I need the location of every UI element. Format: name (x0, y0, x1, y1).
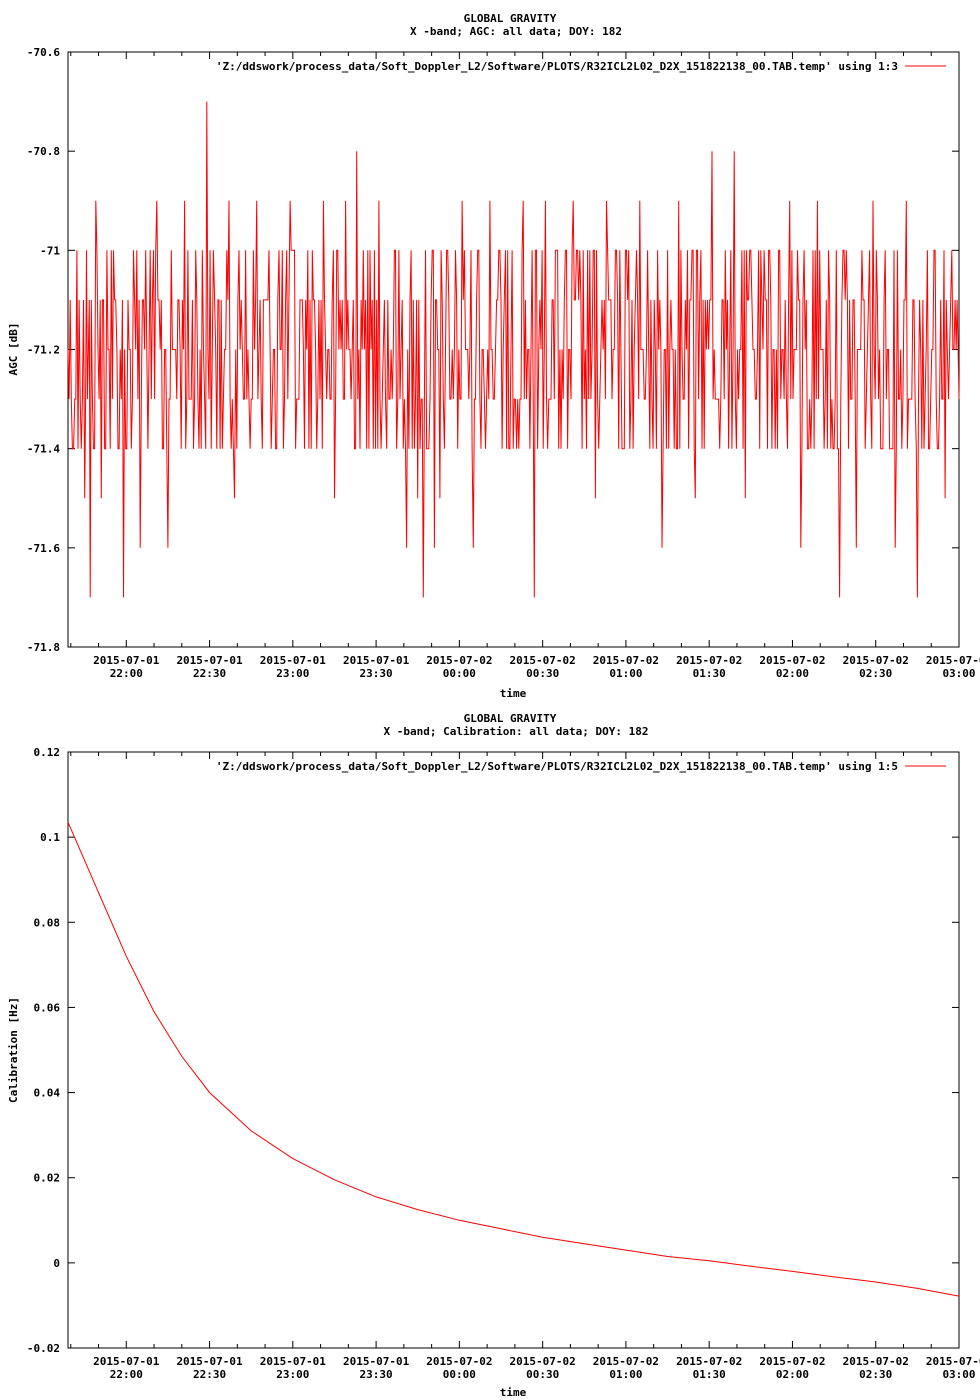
agc-y-tick-label: -70.6 (27, 46, 60, 59)
calibration-y-tick-label: 0.02 (34, 1172, 61, 1185)
calibration-x-tick-date: 2015-07-01 (176, 1355, 243, 1368)
agc-x-tick-date: 2015-07-02 (843, 654, 909, 667)
calibration-x-tick-time: 02:30 (859, 1368, 892, 1381)
agc-x-tick-date: 2015-07-02 (593, 654, 659, 667)
agc-x-tick-date: 2015-07-01 (93, 654, 160, 667)
agc-x-tick-date: 2015-07-02 (676, 654, 742, 667)
agc-y-axis-label: AGC [dB] (7, 323, 20, 376)
agc-x-tick-time: 23:30 (360, 667, 393, 680)
calibration-x-tick-time: 01:00 (609, 1368, 642, 1381)
calibration-x-tick-time: 00:00 (443, 1368, 476, 1381)
calibration-y-tick-label: 0.06 (34, 1001, 61, 1014)
calibration-x-tick-date: 2015-07-02 (593, 1355, 659, 1368)
agc-legend-label: 'Z:/ddswork/process_data/Soft_Doppler_L2… (216, 60, 898, 73)
calibration-x-tick-date: 2015-07-01 (260, 1355, 327, 1368)
calibration-plot-frame (67, 751, 960, 1349)
agc-y-tick-label: -70.8 (27, 145, 60, 158)
calibration-x-axis-label: time (500, 1386, 527, 1399)
agc-x-tick-time: 02:00 (776, 667, 809, 680)
agc-x-tick-date: 2015-07-01 (176, 654, 243, 667)
agc-x-tick-date: 2015-07-01 (260, 654, 327, 667)
agc-x-tick-time: 00:30 (526, 667, 559, 680)
agc-x-tick-date: 2015-07-02 (926, 654, 980, 667)
agc-y-tick-label: -71.4 (27, 443, 60, 456)
calibration-x-tick-date: 2015-07-02 (759, 1355, 825, 1368)
calibration-x-tick-date: 2015-07-02 (676, 1355, 742, 1368)
calibration-x-axis: 2015-07-0122:002015-07-0122:302015-07-01… (70, 752, 980, 1381)
calibration-x-tick-date: 2015-07-02 (926, 1355, 980, 1368)
agc-x-tick-time: 23:00 (276, 667, 309, 680)
calibration-y-axis-label: Calibration [Hz] (7, 997, 20, 1103)
agc-x-tick-time: 22:30 (193, 667, 226, 680)
calibration-series-group (67, 822, 960, 1297)
calibration-x-tick-time: 22:00 (110, 1368, 143, 1381)
agc-x-tick-date: 2015-07-02 (426, 654, 492, 667)
agc-series-group (67, 101, 960, 598)
agc-x-tick-time: 03:00 (942, 667, 975, 680)
calibration-x-tick-time: 01:30 (693, 1368, 726, 1381)
agc-x-axis-label: time (500, 687, 527, 700)
agc-chart-title: GLOBAL GRAVITY (464, 12, 557, 25)
agc-y-tick-label: -71 (40, 244, 60, 257)
agc-y-tick-label: -71.8 (27, 641, 60, 654)
calibration-y-tick-label: 0.04 (34, 1087, 61, 1100)
calibration-x-tick-time: 02:00 (776, 1368, 809, 1381)
calibration-y-tick-label: 0 (53, 1257, 60, 1270)
calibration-series-line (67, 822, 960, 1297)
calibration-y-tick-label: -0.02 (27, 1342, 60, 1355)
agc-x-axis: 2015-07-0122:002015-07-0122:302015-07-01… (70, 52, 980, 680)
calibration-y-tick-label: 0.1 (40, 831, 60, 844)
agc-x-tick-time: 02:30 (859, 667, 892, 680)
calibration-x-tick-time: 22:30 (193, 1368, 226, 1381)
calibration-x-tick-date: 2015-07-01 (93, 1355, 160, 1368)
agc-chart-subtitle: X -band; AGC: all data; DOY: 182 (410, 25, 622, 38)
agc-plot: GLOBAL GRAVITY X -band; AGC: all data; D… (7, 12, 980, 700)
agc-x-tick-date: 2015-07-02 (510, 654, 576, 667)
agc-x-tick-date: 2015-07-02 (759, 654, 825, 667)
calibration-y-tick-label: 0.08 (34, 916, 61, 929)
agc-x-tick-time: 00:00 (443, 667, 476, 680)
agc-x-tick-time: 01:30 (693, 667, 726, 680)
agc-y-tick-label: -71.2 (27, 344, 60, 357)
calibration-x-tick-time: 03:00 (942, 1368, 975, 1381)
calibration-plot: GLOBAL GRAVITY X -band; Calibration: all… (7, 712, 980, 1399)
calibration-y-axis: 0.12 0.1 0.08 0.06 0.04 0.02 0 -0.02 (27, 746, 959, 1355)
calibration-legend-label: 'Z:/ddswork/process_data/Soft_Doppler_L2… (216, 760, 898, 773)
agc-y-tick-label: -71.6 (27, 542, 60, 555)
calibration-x-tick-time: 23:30 (360, 1368, 393, 1381)
calibration-x-tick-date: 2015-07-02 (510, 1355, 576, 1368)
calibration-chart-title: GLOBAL GRAVITY (464, 712, 557, 725)
calibration-x-tick-date: 2015-07-02 (843, 1355, 909, 1368)
agc-x-tick-time: 01:00 (609, 667, 642, 680)
calibration-chart-subtitle: X -band; Calibration: all data; DOY: 182 (384, 725, 649, 738)
calibration-x-tick-date: 2015-07-01 (343, 1355, 410, 1368)
agc-x-tick-time: 22:00 (110, 667, 143, 680)
agc-series-line (67, 101, 960, 598)
calibration-x-tick-date: 2015-07-02 (426, 1355, 492, 1368)
agc-x-tick-date: 2015-07-01 (343, 654, 410, 667)
calibration-x-tick-time: 23:00 (276, 1368, 309, 1381)
calibration-y-tick-label: 0.12 (34, 746, 61, 759)
calibration-x-tick-time: 00:30 (526, 1368, 559, 1381)
